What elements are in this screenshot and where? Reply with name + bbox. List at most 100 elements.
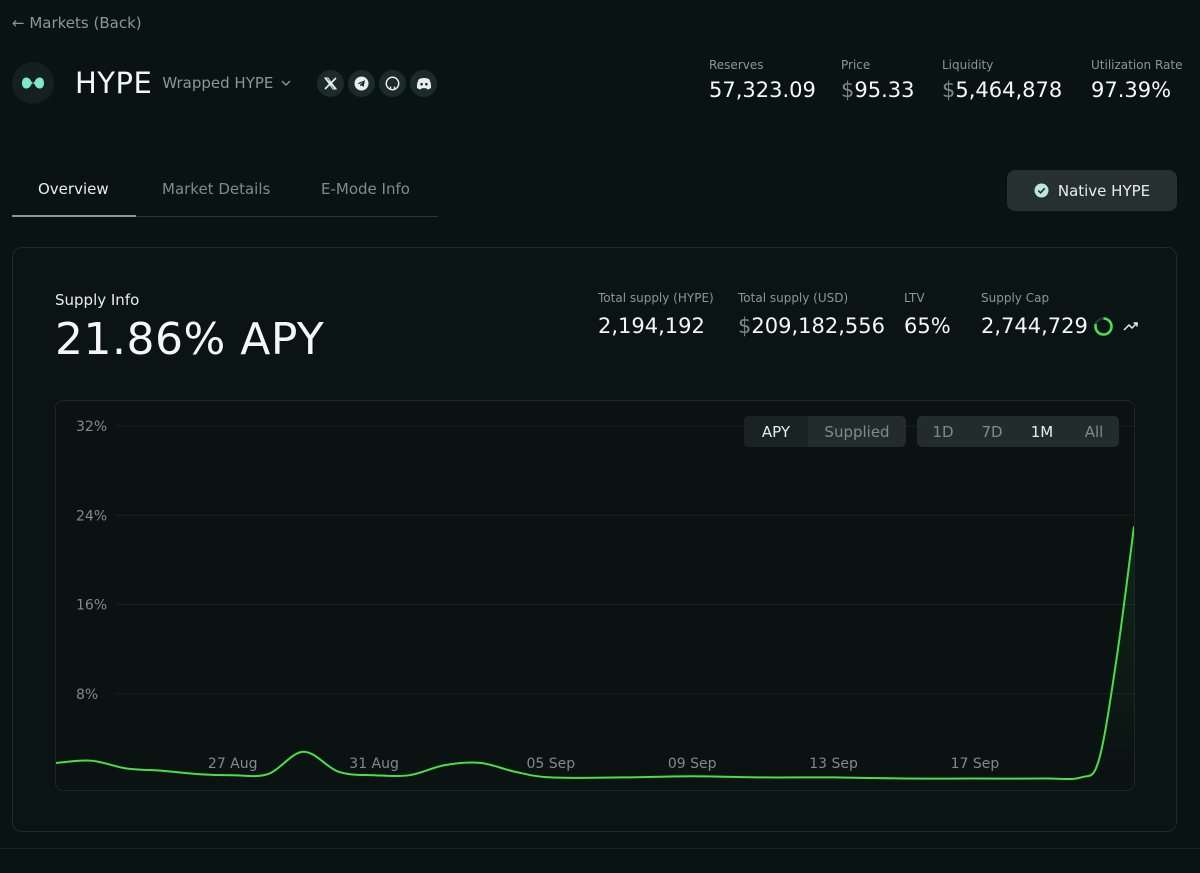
reserves-value: 57,323.09 xyxy=(709,78,816,102)
total-supply-usd-value: 209,182,556 xyxy=(751,314,885,338)
apy-data-point xyxy=(89,759,93,763)
apy-data-point xyxy=(973,777,977,781)
utilization-stat: Utilization Rate 97.39% xyxy=(1091,58,1182,102)
apy-data-point xyxy=(1132,524,1135,528)
total-supply-usd-stat: Total supply (USD) $209,182,556 xyxy=(738,291,885,338)
apy-data-point xyxy=(1114,658,1118,662)
apy-data-point xyxy=(1044,777,1048,781)
tab-e-mode-info[interactable]: E-Mode Info xyxy=(321,180,410,198)
total-supply-usd-value-wrap: $209,182,556 xyxy=(738,314,885,338)
market-header-stats: Reserves 57,323.09 Price $95.33 Liquidit… xyxy=(0,58,1200,118)
social-links xyxy=(317,69,438,97)
ltv-value: 65% xyxy=(904,314,951,338)
back-to-markets-link[interactable]: ← Markets (Back) xyxy=(12,14,142,32)
price-label: Price xyxy=(841,58,871,72)
liquidity-prefix: $ xyxy=(942,78,956,102)
active-tab-indicator xyxy=(12,215,136,217)
apy-data-point xyxy=(620,775,624,779)
supply-cap-ring-icon xyxy=(1094,316,1113,336)
apy-chart-svg: 8% 16% 24% 32% 27 Aug 31 Aug 05 Sep 09 Sep 13 S… xyxy=(56,419,1135,783)
liquidity-value-wrap: $5,464,878 xyxy=(942,78,1062,102)
github-icon[interactable] xyxy=(379,69,407,97)
apy-data-point xyxy=(337,770,341,774)
metric-supplied-button[interactable]: Supplied xyxy=(824,422,890,441)
metric-apy-button[interactable]: APY xyxy=(744,416,808,447)
apy-data-point xyxy=(513,770,517,774)
supply-info-card: Supply Info 21.86% APY Total supply (HYP… xyxy=(12,247,1177,832)
apy-chart: 8% 16% 24% 32% 27 Aug 31 Aug 05 Sep 09 Sep 13 S… xyxy=(55,400,1135,791)
chart-metric-toggle: APY Supplied xyxy=(744,416,906,447)
range-1m-button[interactable]: 1M xyxy=(1030,422,1054,441)
apy-data-point xyxy=(902,777,906,781)
apy-area-fill xyxy=(56,526,1134,783)
y-tick-label: 24% xyxy=(76,508,107,524)
apy-data-point xyxy=(160,769,164,773)
apy-data-point xyxy=(301,750,305,754)
hyperliquid-logo-icon xyxy=(12,62,54,104)
trend-up-icon[interactable] xyxy=(1123,320,1139,332)
total-supply-usd-prefix: $ xyxy=(738,314,752,338)
total-supply-usd-label: Total supply (USD) xyxy=(738,291,849,305)
range-1d-button[interactable]: 1D xyxy=(932,422,954,441)
apy-data-point xyxy=(443,763,447,767)
native-hype-button[interactable]: Native HYPE xyxy=(1007,170,1177,211)
apy-data-point xyxy=(231,773,235,777)
y-tick-label: 8% xyxy=(76,687,98,703)
liquidity-label: Liquidity xyxy=(942,58,994,72)
price-prefix: $ xyxy=(841,78,855,102)
apy-data-point xyxy=(761,775,765,779)
x-tick-label: 05 Sep xyxy=(526,756,575,772)
apy-data-point xyxy=(1097,759,1101,763)
supply-cap-stat: Supply Cap 2,744,729 xyxy=(981,291,1139,338)
apy-data-point xyxy=(549,775,553,779)
telegram-icon[interactable] xyxy=(348,69,376,97)
reserves-label: Reserves xyxy=(709,58,764,72)
apy-data-point xyxy=(832,775,836,779)
tab-market-details[interactable]: Market Details xyxy=(162,180,271,198)
x-tick-label: 31 Aug xyxy=(349,756,399,772)
utilization-value: 97.39% xyxy=(1091,78,1172,102)
asset-name: Wrapped HYPE xyxy=(162,74,274,92)
supply-cap-value-wrap: 2,744,729 xyxy=(981,314,1139,338)
discord-icon[interactable] xyxy=(410,69,438,97)
apy-data-point xyxy=(1079,775,1083,779)
x-tick-label: 13 Sep xyxy=(809,756,858,772)
utilization-label: Utilization Rate xyxy=(1091,58,1183,72)
asset-symbol: HYPE xyxy=(75,66,153,100)
asset-header: HYPE Wrapped HYPE xyxy=(12,62,438,104)
chart-range-toggle: 1D 7D 1M All xyxy=(917,416,1119,447)
apy-data-point xyxy=(266,772,270,776)
y-tick-label: 16% xyxy=(76,598,107,614)
check-circle-icon xyxy=(1034,183,1049,198)
apy-data-point xyxy=(690,774,694,778)
native-hype-label: Native HYPE xyxy=(1057,181,1151,200)
asset-selector-dropdown[interactable]: Wrapped HYPE xyxy=(162,74,291,92)
total-supply-hype-value: 2,194,192 xyxy=(598,314,705,338)
x-tick-label: 09 Sep xyxy=(668,756,717,772)
x-icon[interactable] xyxy=(317,69,345,97)
tab-overview[interactable]: Overview xyxy=(38,180,109,198)
total-supply-hype-label: Total supply (HYPE) xyxy=(598,291,714,305)
total-supply-hype-stat: Total supply (HYPE) 2,194,192 xyxy=(598,291,714,338)
ltv-label: LTV xyxy=(904,291,925,305)
reserves-stat: Reserves 57,323.09 xyxy=(709,58,816,102)
supply-info-title: Supply Info xyxy=(55,291,140,309)
ltv-stat: LTV 65% xyxy=(904,291,951,338)
price-stat: Price $95.33 xyxy=(841,58,915,102)
x-tick-label: 17 Sep xyxy=(951,756,1000,772)
x-tick-label: 27 Aug xyxy=(208,756,258,772)
price-value-wrap: $95.33 xyxy=(841,78,915,102)
supply-cap-value: 2,744,729 xyxy=(981,314,1088,338)
apy-data-point xyxy=(372,773,376,777)
apy-series-line xyxy=(56,526,1134,781)
market-tabs: Overview Market Details E-Mode Info xyxy=(12,165,438,217)
apy-data-point xyxy=(125,766,129,770)
range-all-button[interactable]: All xyxy=(1084,422,1104,441)
y-tick-label: 32% xyxy=(76,419,107,435)
range-7d-button[interactable]: 7D xyxy=(981,422,1003,441)
supply-apy-value: 21.86% APY xyxy=(55,314,325,365)
chevron-down-icon xyxy=(281,80,291,86)
liquidity-stat: Liquidity $5,464,878 xyxy=(942,58,1062,102)
price-value: 95.33 xyxy=(854,78,915,102)
apy-data-point xyxy=(195,772,199,776)
